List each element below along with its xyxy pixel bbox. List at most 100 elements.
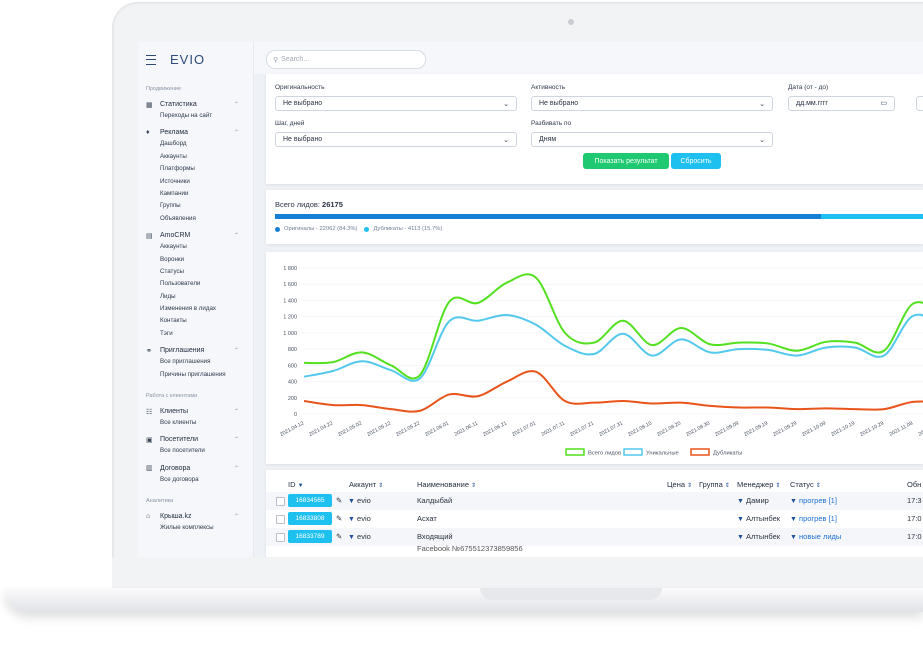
filter-icon[interactable]: ▼	[348, 534, 355, 541]
sidebar-item[interactable]: Объявления	[160, 214, 196, 222]
sidebar-item[interactable]: Все приглашения	[160, 358, 211, 366]
sidebar-item[interactable]: Все посетители	[160, 447, 205, 455]
row-checkbox[interactable]	[276, 515, 285, 524]
sidebar-item[interactable]: Статусы	[160, 267, 185, 275]
header-id[interactable]: ID ▼	[288, 480, 304, 489]
sidebar-item[interactable]: Источники	[160, 177, 190, 185]
sidebar-group[interactable]: ▥ Договора ⌃	[146, 463, 251, 474]
menu-icon[interactable]	[146, 54, 156, 65]
step-select[interactable]: Не выбрано ⌄	[275, 132, 517, 147]
date-to-input[interactable]	[916, 96, 923, 111]
filter-icon[interactable]: ▼	[790, 534, 797, 541]
sidebar-group[interactable]: ⌂ Крыша.kz ⌃	[146, 511, 251, 522]
status-cell[interactable]: ▼ прогрев [1]	[790, 514, 837, 523]
search-input[interactable]: Search...	[281, 56, 310, 63]
step-value: Не выбрано	[283, 136, 323, 143]
filter-icon[interactable]: ▼	[737, 534, 744, 541]
y-tick-label: 1 800	[283, 266, 297, 272]
chevron-up-icon[interactable]: ⌃	[233, 348, 239, 355]
sidebar-item[interactable]: Кампании	[160, 189, 189, 197]
split-label: Разбивать по	[531, 120, 572, 127]
chevron-up-icon[interactable]: ⌃	[233, 102, 239, 108]
status-cell[interactable]: ▼ новые лиды	[790, 532, 841, 541]
chevron-up-icon[interactable]: ⌃	[233, 437, 239, 444]
header-price[interactable]: Цена ⇕	[667, 480, 692, 489]
split-select[interactable]: Дням ⌄	[531, 132, 773, 147]
sidebar-item[interactable]: Воронки	[160, 255, 185, 263]
date-from-input[interactable]: дд.мм.гггг ▭	[788, 96, 895, 111]
sidebar-item[interactable]: Лиды	[160, 292, 176, 300]
table-row[interactable]: ✎ ▼ Facebook №675512373859856 ▼ ▼	[266, 544, 923, 557]
sidebar-item[interactable]: Аккаунты	[160, 152, 187, 160]
account-value: evio	[357, 532, 371, 541]
filter-icon[interactable]: ▼	[348, 516, 355, 523]
sidebar-item[interactable]: Дашборд	[160, 140, 187, 148]
sidebar-item[interactable]: Все договора	[160, 475, 199, 483]
status-cell[interactable]: ▼ прогрев [1]	[790, 496, 837, 505]
lead-id-badge[interactable]: 16834565	[288, 494, 332, 507]
laptop-bezel	[112, 557, 923, 588]
row-checkbox[interactable]	[276, 533, 285, 542]
sidebar-group[interactable]: ▣ Посетители ⌃	[146, 434, 251, 445]
calendar-icon[interactable]: ▭	[880, 100, 887, 107]
originality-label: Оригинальность	[275, 84, 325, 91]
table-row[interactable]: 16833789 ✎ ▼ evio Входящий ▼ Алтынбек ▼ …	[266, 528, 923, 546]
header-group[interactable]: Группа ⇕	[699, 480, 730, 489]
lead-id-badge[interactable]: 16833808	[288, 512, 332, 525]
table-row[interactable]: 16834565 ✎ ▼ evio Калдыбай ▼ Дамир ▼ про…	[266, 492, 923, 510]
leads-progress-bar	[275, 214, 923, 219]
search-box[interactable]: ⚲ Search...	[266, 50, 426, 69]
sidebar-group[interactable]: ⚭ Приглашения ⌃	[146, 345, 251, 356]
header-name[interactable]: Наименование ⇕	[417, 480, 476, 489]
sidebar-item[interactable]: Жилые комплексы	[160, 524, 214, 532]
chevron-up-icon[interactable]: ⌃	[233, 465, 239, 472]
chevron-up-icon[interactable]: ⌃	[233, 233, 239, 240]
sidebar-item[interactable]: Причины приглашения	[160, 370, 226, 378]
date-label: Дата (от - до)	[788, 84, 829, 91]
x-tick-label: 2021.09.09	[714, 420, 740, 438]
status-value[interactable]: новые лиды	[799, 532, 842, 541]
chevron-up-icon[interactable]: ⌃	[233, 409, 239, 416]
sidebar-item[interactable]: Переходы на сайт	[160, 112, 213, 119]
header-updated[interactable]: Обн	[907, 480, 921, 489]
filter-icon[interactable]: ▼	[737, 516, 744, 523]
sidebar-item[interactable]: Платформы	[160, 165, 195, 173]
sidebar-group[interactable]: ▤ AmoCRM ⌃	[146, 230, 251, 241]
row-checkbox[interactable]	[276, 497, 285, 506]
sort-icon: ⇕	[775, 483, 781, 489]
chevron-down-icon: ⌄	[759, 137, 765, 144]
sidebar-item[interactable]: Тэги	[160, 329, 173, 337]
status-value[interactable]: прогрев [1]	[799, 514, 837, 523]
lead-id-badge[interactable]: 16833789	[288, 530, 332, 543]
sidebar-nav: Продвижение ▦ Статистика ⌃ Переходы на сайт ♦…	[146, 86, 251, 540]
originality-select[interactable]: Не выбрано ⌄	[275, 96, 517, 111]
filter-icon[interactable]: ▼	[348, 498, 355, 505]
sidebar-item[interactable]: Пользователи	[160, 280, 201, 288]
filter-icon[interactable]: ▼	[790, 498, 797, 505]
filter-icon[interactable]: ▼	[737, 498, 744, 505]
chevron-up-icon[interactable]: ⌃	[233, 514, 239, 521]
header-manager[interactable]: Менеджер ⇕	[737, 480, 781, 489]
x-tick-label: 2021.06.11	[454, 420, 480, 437]
sort-icon: ⇕	[471, 483, 477, 489]
status-value[interactable]: прогрев [1]	[799, 496, 837, 505]
table-row[interactable]: 16833808 ✎ ▼ evio Асхат ▼ Алтынбек ▼ про…	[266, 510, 923, 528]
edit-icon[interactable]: ✎	[336, 496, 343, 505]
header-status[interactable]: Статус ⇕	[790, 480, 821, 489]
sidebar-item[interactable]: Группы	[160, 202, 181, 210]
edit-icon[interactable]: ✎	[336, 532, 343, 541]
header-account[interactable]: Аккаунт ⇕	[349, 480, 383, 489]
filter-icon[interactable]: ▼	[790, 516, 797, 523]
chevron-up-icon[interactable]: ⌃	[233, 130, 239, 137]
edit-icon[interactable]: ✎	[336, 514, 343, 523]
sidebar-group[interactable]: ♦ Реклама ⌃	[146, 127, 251, 138]
sidebar-item[interactable]: Аккаунты	[160, 243, 187, 251]
sidebar-item[interactable]: Изменения в лидах	[160, 305, 216, 313]
activity-select[interactable]: Не выбрано ⌄	[531, 96, 773, 111]
sidebar-group[interactable]: ▦ Статистика ⌃	[146, 99, 251, 110]
sidebar-item[interactable]: Контакты	[160, 317, 187, 325]
reset-button[interactable]: Сбросить	[671, 153, 721, 169]
sidebar-group[interactable]: ☷ Клиенты ⌃	[146, 406, 251, 417]
sidebar-item[interactable]: Все клиенты	[160, 419, 197, 427]
show-result-button[interactable]: Показать результат	[583, 153, 669, 169]
